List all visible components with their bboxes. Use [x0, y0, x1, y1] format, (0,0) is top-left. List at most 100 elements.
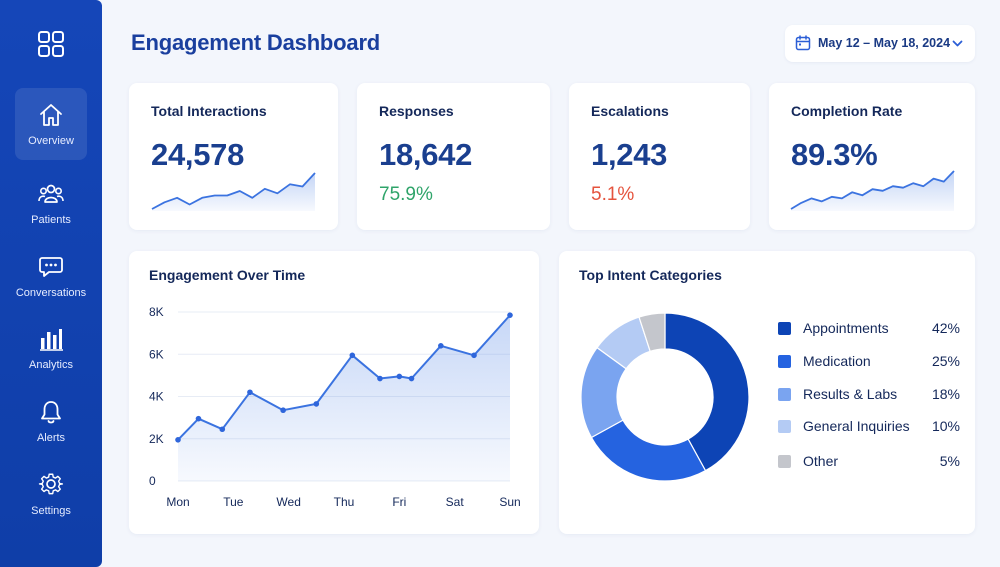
x-tick-label: Tue	[223, 495, 244, 509]
kpi-card-escalations: Escalations 1,243 5.1%	[569, 83, 750, 230]
legend-item: Medication 25%	[778, 352, 960, 372]
kpi-subvalue: 75.9%	[379, 184, 433, 205]
data-point	[396, 373, 403, 380]
kpi-subvalue: 5.1%	[591, 184, 635, 205]
data-point	[247, 389, 253, 396]
pie-slice	[664, 312, 750, 472]
legend-item: Appointments 42%	[778, 319, 960, 339]
sparkline-line	[790, 170, 955, 210]
kpi-card-completion-rate: Completion Rate 89.3%	[769, 83, 975, 230]
sparkline-line	[151, 172, 316, 210]
gear-icon	[38, 473, 64, 495]
x-tick-label: Fri	[392, 495, 406, 509]
grid-icon[interactable]	[37, 30, 65, 58]
kpi-value: 1,243	[591, 137, 668, 172]
data-point	[195, 415, 202, 422]
chat-icon	[39, 257, 63, 277]
legend-swatch	[778, 455, 791, 468]
data-point	[219, 426, 226, 433]
sidebar-item-label: Overview	[28, 135, 74, 147]
date-range-text: May 12 – May 18, 2024	[818, 36, 951, 50]
sidebar: Overview Patients Conversations	[0, 0, 102, 567]
legend-label: General Inquiries	[803, 418, 910, 434]
legend-item: Results & Labs 18%	[778, 385, 960, 405]
x-tick-label: Thu	[334, 495, 355, 509]
kpi-label: Responses	[379, 103, 454, 119]
data-point	[507, 312, 513, 318]
sidebar-item-label: Settings	[31, 505, 71, 517]
data-point	[438, 343, 444, 349]
intent-chart-card: Top Intent Categories Appointments 42% M…	[559, 251, 975, 534]
legend-swatch	[778, 388, 791, 401]
sparkline-chart	[151, 172, 316, 211]
legend-label: Appointments	[803, 320, 889, 336]
legend-value: 5%	[939, 453, 960, 469]
sparkline-chart	[790, 170, 955, 211]
sidebar-item-alerts[interactable]: Alerts	[15, 385, 87, 457]
data-point	[280, 407, 286, 414]
series-area	[178, 315, 510, 481]
legend-value: 18%	[931, 386, 960, 402]
sidebar-item-settings[interactable]: Settings	[15, 458, 87, 530]
x-tick-label: Sat	[446, 495, 465, 509]
y-tick-label: 6K	[149, 347, 164, 361]
legend-item: Other 5%	[778, 452, 960, 472]
chevron-down-icon	[952, 40, 963, 47]
legend-value: 42%	[931, 320, 960, 336]
legend-label: Medication	[803, 353, 871, 369]
data-point	[349, 352, 356, 359]
calendar-icon	[795, 35, 811, 51]
sidebar-item-label: Conversations	[15, 287, 87, 299]
legend-label: Other	[803, 453, 839, 469]
sidebar-item-label: Patients	[31, 214, 71, 226]
data-point	[377, 375, 383, 382]
sidebar-item-conversations[interactable]: Conversations	[15, 240, 87, 312]
sparkline-area	[152, 173, 315, 211]
legend-value: 10%	[931, 418, 960, 434]
y-tick-label: 4K	[149, 390, 164, 404]
legend-swatch	[778, 355, 791, 368]
y-tick-label: 0	[149, 474, 156, 488]
y-tick-label: 2K	[149, 432, 164, 446]
sidebar-item-overview[interactable]: Overview	[15, 88, 87, 160]
bell-icon	[41, 401, 61, 424]
engagement-chart-card: Engagement Over Time 0 2K 4K 6K 8K Mon Tue Wed T…	[129, 251, 539, 534]
chart-title: Engagement Over Time	[149, 267, 306, 283]
kpi-value: 18,642	[379, 137, 473, 172]
bar-chart-icon	[40, 329, 63, 351]
data-point	[408, 375, 415, 382]
legend-value: 25%	[931, 353, 960, 369]
engagement-line-chart: 0 2K 4K 6K 8K Mon Tue Wed Thu Fri Sat Sun	[149, 305, 521, 509]
data-point	[471, 352, 477, 359]
legend-item: General Inquiries 10%	[778, 417, 960, 437]
intent-donut-chart	[580, 312, 750, 482]
y-tick-label: 8K	[149, 305, 164, 319]
kpi-label: Escalations	[591, 103, 669, 119]
sidebar-item-analytics[interactable]: Analytics	[15, 312, 87, 384]
kpi-card-responses: Responses 18,642 75.9%	[357, 83, 550, 230]
kpi-label: Total Interactions	[151, 103, 267, 119]
x-tick-label: Sun	[499, 495, 520, 509]
kpi-label: Completion Rate	[791, 103, 903, 119]
date-range-picker[interactable]: May 12 – May 18, 2024	[785, 25, 975, 62]
users-icon	[38, 184, 64, 203]
sparkline-area	[791, 171, 954, 211]
chart-title: Top Intent Categories	[579, 267, 722, 283]
legend-swatch	[778, 420, 791, 433]
kpi-card-total-interactions: Total Interactions 24,578	[129, 83, 338, 230]
x-tick-label: Wed	[276, 495, 300, 509]
sidebar-item-patients[interactable]: Patients	[15, 167, 87, 239]
sidebar-item-label: Alerts	[36, 432, 66, 444]
pie-slice	[638, 312, 666, 353]
kpi-value: 89.3%	[791, 137, 878, 172]
x-tick-label: Mon	[166, 495, 189, 509]
legend-label: Results & Labs	[803, 386, 898, 402]
page-title: Engagement Dashboard	[131, 30, 381, 55]
sidebar-item-label: Analytics	[28, 359, 74, 371]
kpi-value: 24,578	[151, 137, 245, 172]
home-icon	[40, 104, 62, 126]
legend-swatch	[778, 322, 791, 335]
data-point	[175, 437, 181, 443]
pie-slice	[590, 419, 707, 482]
